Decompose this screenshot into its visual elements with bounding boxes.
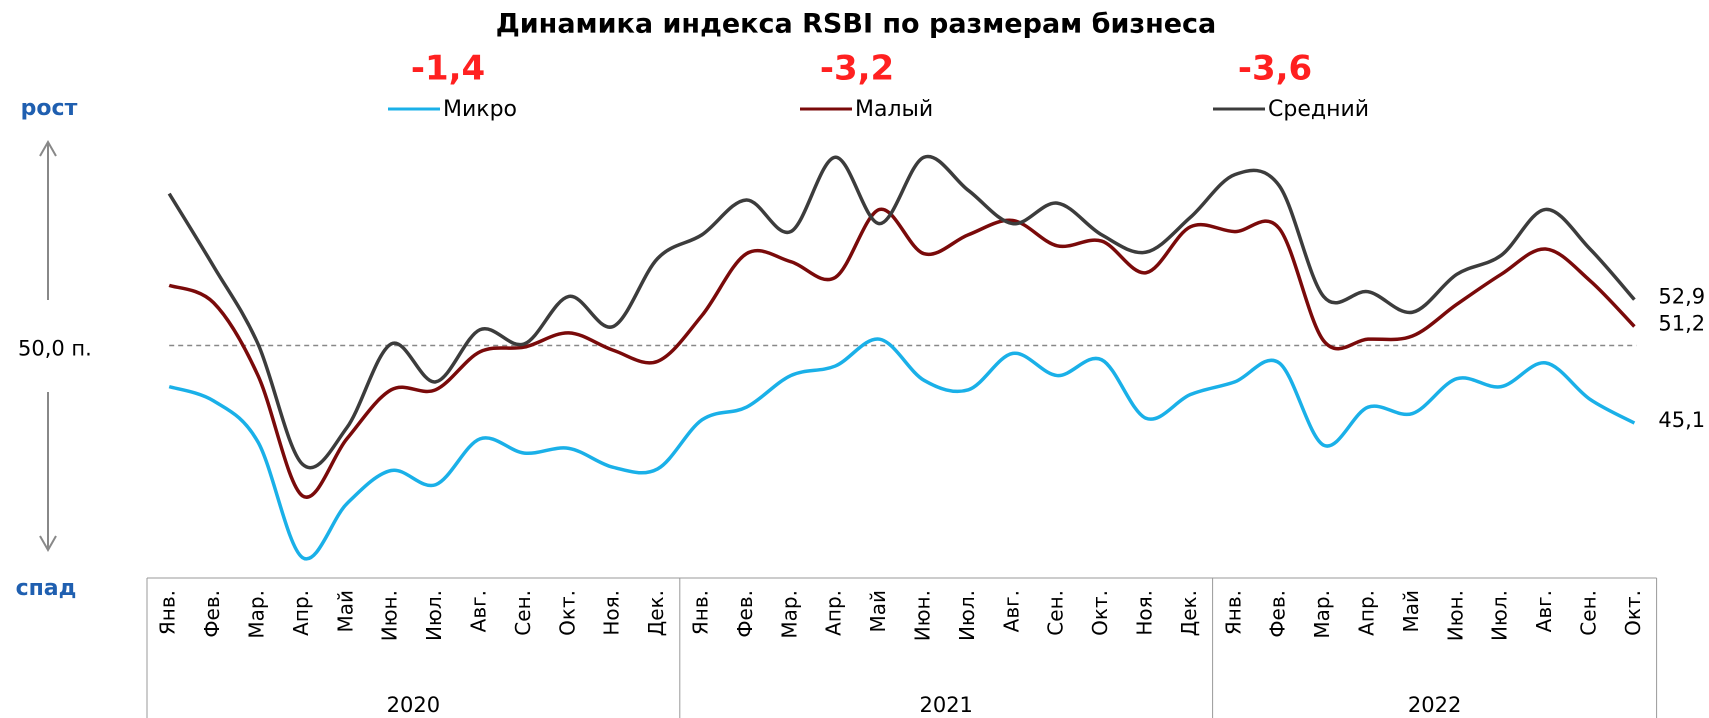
x-tick-label: Ноя. [1133,590,1157,636]
x-tick-label: Июл. [955,590,979,641]
arrows [39,139,57,553]
value-label: 45,1 [1658,408,1705,432]
down-label: спад [16,576,77,601]
x-tick-label: Мар. [1310,590,1334,639]
legend-label: Микро [443,97,517,122]
annotation: -3,2 [820,49,894,89]
x-tick-label: Май [333,590,357,633]
x-tick-label: Янв. [1221,590,1245,635]
x-tick-label: Окт. [555,590,579,636]
value-label: 51,2 [1658,312,1705,336]
x-tick-label: Июл. [422,590,446,641]
group-label: 2022 [1408,693,1461,717]
x-tick-label: Дек. [1177,590,1201,636]
x-tick-label: Авг. [1532,590,1556,632]
x-tick-label: Мар. [777,590,801,639]
x-tick-label: Авг. [467,590,491,632]
series-line [168,207,1636,499]
x-tick-label: Янв. [156,590,180,635]
x-tick-label: Сен. [1044,590,1068,636]
x-tick-label: Июн. [1443,590,1467,641]
x-tick-label: Авг. [999,590,1023,632]
x-tick-label: Дек. [644,590,668,636]
legend-label: Малый [855,97,933,122]
down-arrow-head [39,535,57,553]
x-tick-label: Фев. [200,590,224,638]
x-tick-label: Фев. [1266,590,1290,638]
reference-label: 50,0 п. [18,337,92,361]
x-tick-label: Апр. [822,590,846,636]
group-label: 2020 [387,693,440,717]
up-label: рост [21,96,78,121]
x-tick-label: Май [866,590,890,633]
x-tick-label: Янв. [689,590,713,635]
x-tick-label: Окт. [1088,590,1112,636]
up-arrow-head [39,139,57,157]
x-tick-label: Ноя. [600,590,624,636]
chart-title: Динамика индекса RSBI по размерам бизнес… [496,9,1217,40]
x-tick-label: Июн. [378,590,402,641]
x-tick-label: Сен. [511,590,535,636]
annotation: -1,4 [411,49,485,89]
x-tick-label: Апр. [289,590,313,636]
x-tick-label: Июн. [911,590,935,641]
x-tick-label: Мар. [245,590,269,639]
value-label: 52,9 [1658,285,1705,309]
x-tick-label: Фев. [733,590,757,638]
x-tick-label: Июл. [1488,590,1512,641]
x-tick-label: Май [1399,590,1423,633]
series-line [168,337,1636,561]
annotation: -3,6 [1238,49,1312,89]
x-tick-label: Сен. [1577,590,1601,636]
series-line [167,154,1636,470]
x-tick-label: Апр. [1355,590,1379,636]
x-tick-label: Окт. [1621,590,1645,636]
group-label: 2021 [919,693,972,717]
legend-label: Средний [1268,97,1369,122]
